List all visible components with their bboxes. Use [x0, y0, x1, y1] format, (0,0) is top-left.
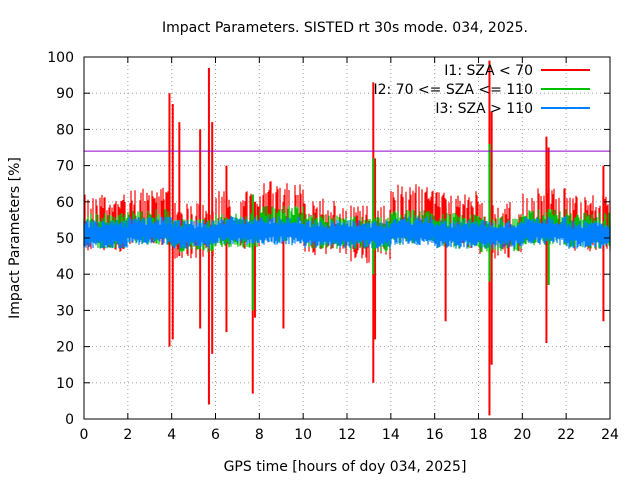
x-tick-label: 4 [167, 427, 176, 443]
x-tick-label: 22 [557, 427, 575, 443]
y-tick-label: 40 [56, 267, 74, 283]
chart-title: Impact Parameters. SISTED rt 30s mode. 0… [162, 20, 528, 36]
x-tick-label: 8 [255, 427, 264, 443]
x-tick-label: 14 [382, 427, 400, 443]
y-tick-label: 70 [56, 159, 74, 175]
x-tick-label: 2 [123, 427, 132, 443]
y-tick-label: 60 [56, 195, 74, 211]
legend: I1: SZA < 70 I2: 70 <= SZA <= 110 I3: SZA … [373, 63, 590, 117]
legend-label: I1: SZA < 70 [444, 63, 533, 79]
x-tick-label: 12 [338, 427, 356, 443]
y-tick-label: 30 [56, 303, 74, 319]
y-tick-label: 100 [47, 50, 74, 66]
x-tick-label: 20 [513, 427, 531, 443]
x-tick-label: 0 [80, 427, 89, 443]
legend-label: I3: SZA > 110 [435, 101, 533, 117]
y-tick-label: 50 [56, 231, 74, 247]
y-axis-label: Impact Parameters [%] [7, 157, 23, 319]
x-axis-label: GPS time [hours of doy 034, 2025] [224, 459, 467, 475]
x-tick-label: 6 [211, 427, 220, 443]
x-tick-label: 16 [426, 427, 444, 443]
x-tick-label: 18 [470, 427, 488, 443]
x-tick-label: 10 [294, 427, 312, 443]
x-tick-label: 24 [601, 427, 619, 443]
y-tick-label: 80 [56, 122, 74, 138]
ticks: 0 2 4 6 8 10 12 14 16 18 20 22 240102030405060708090… [47, 50, 619, 443]
y-tick-label: 90 [56, 86, 74, 102]
legend-label: I2: 70 <= SZA <= 110 [373, 82, 533, 98]
series-layer [83, 60, 611, 416]
y-tick-label: 10 [56, 376, 74, 392]
y-tick-label: 20 [56, 340, 74, 356]
y-tick-label: 0 [65, 412, 74, 428]
